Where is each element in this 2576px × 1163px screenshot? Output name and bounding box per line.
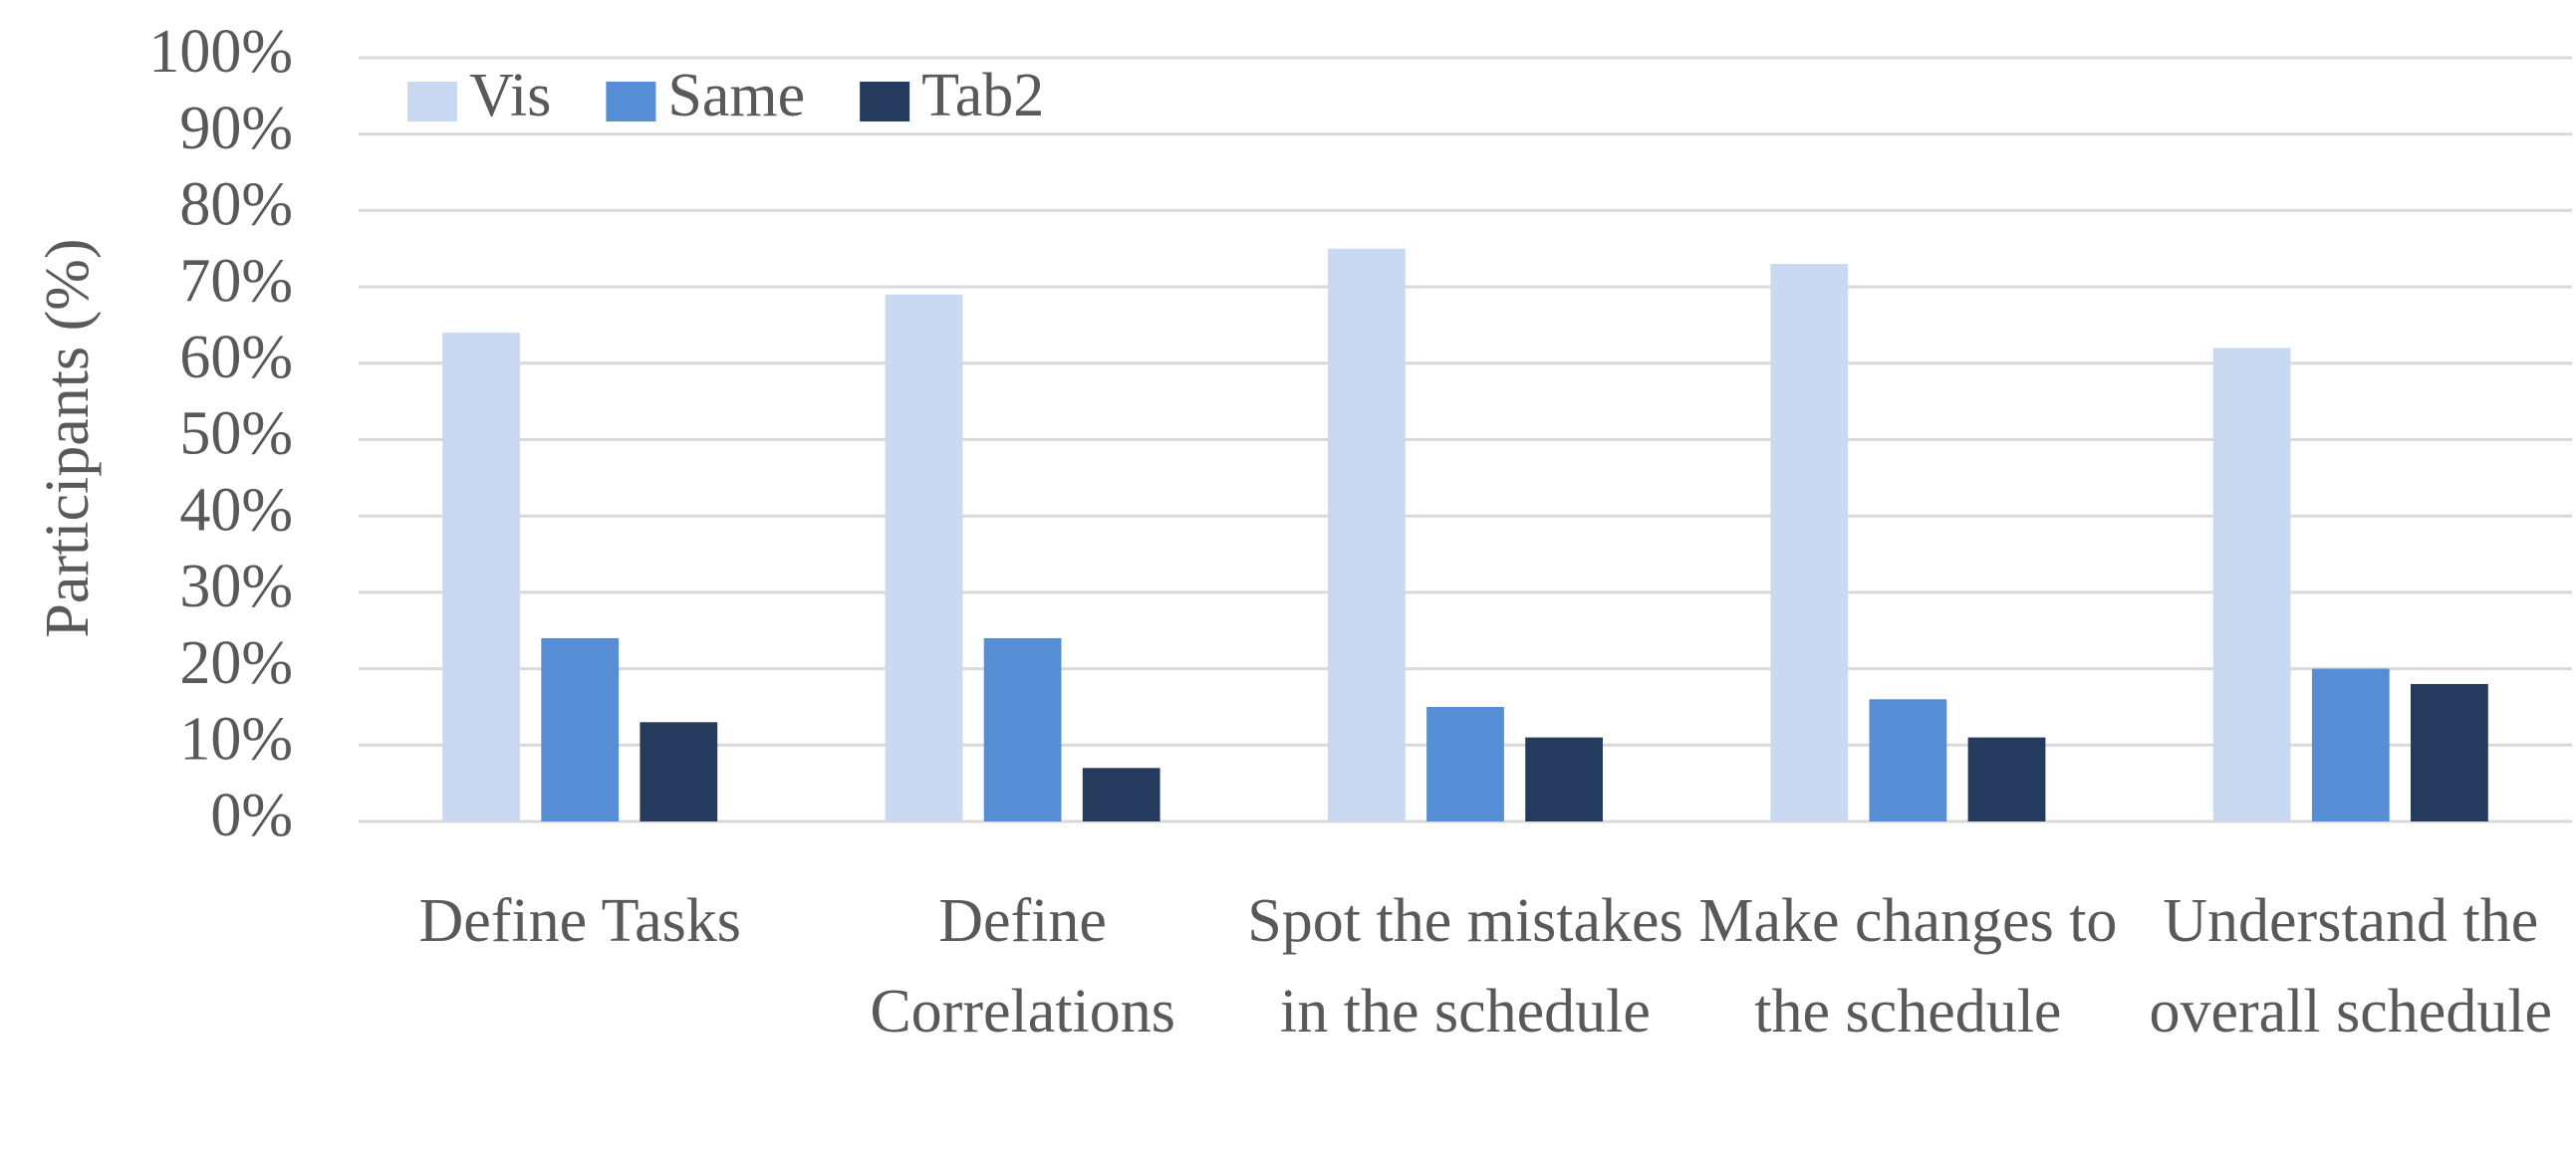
bar — [1770, 264, 1849, 822]
legend-swatch — [606, 82, 656, 121]
y-tick-label: 70% — [179, 247, 293, 315]
x-tick-label: Define Tasks — [418, 887, 741, 955]
bar — [1082, 768, 1160, 821]
x-tick-label: Spot the mistakes in the schedule — [1247, 887, 1683, 1046]
bar — [1525, 737, 1603, 821]
y-tick-label: 100% — [148, 18, 293, 86]
y-axis-label: Participants (%) — [34, 238, 102, 637]
y-tick-label: 60% — [179, 324, 293, 391]
y-tick-label: 10% — [179, 706, 293, 774]
bar — [1328, 248, 1406, 821]
legend-label: Vis — [469, 62, 551, 129]
legend-swatch — [407, 82, 457, 121]
bar — [1869, 699, 1947, 821]
bar — [640, 722, 718, 821]
y-tick-label: 90% — [179, 95, 293, 162]
bar — [983, 637, 1062, 821]
x-tick-label: Make changes to the schedule — [1698, 887, 2118, 1046]
bar — [885, 294, 963, 821]
x-tick-label: Understand the overall schedule — [2149, 887, 2553, 1046]
y-tick-label: 80% — [179, 171, 293, 239]
bar — [2311, 668, 2390, 821]
legend-label: Same — [667, 62, 805, 129]
y-tick-label: 0% — [210, 782, 293, 849]
legend-label: Tab2 — [921, 62, 1044, 129]
bar — [442, 333, 520, 821]
bar — [2411, 683, 2488, 821]
bar — [541, 637, 620, 821]
bar — [1426, 706, 1504, 821]
y-tick-label: 20% — [179, 629, 293, 697]
y-tick-label: 30% — [179, 553, 293, 620]
y-tick-label: 50% — [179, 400, 293, 468]
legend-swatch — [860, 82, 910, 121]
bar — [1967, 737, 2046, 821]
bar — [2212, 348, 2291, 821]
x-tick-label: Define Correlations — [870, 887, 1175, 1046]
y-tick-label: 40% — [179, 476, 293, 544]
